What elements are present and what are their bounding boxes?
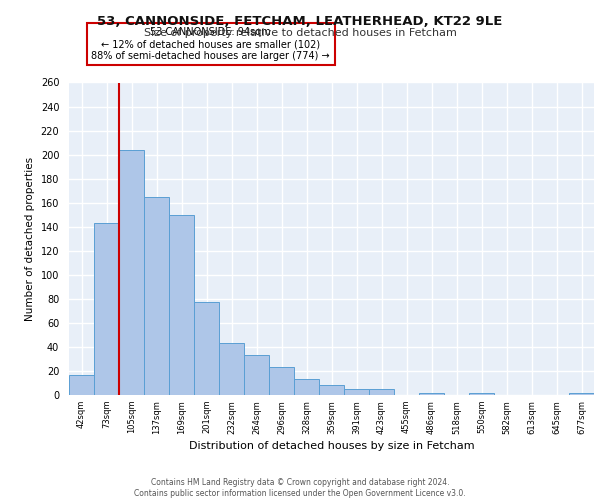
Bar: [219, 344, 244, 395]
Text: Size of property relative to detached houses in Fetcham: Size of property relative to detached ho…: [143, 28, 457, 38]
Bar: [69, 374, 94, 395]
Bar: [194, 302, 219, 395]
Bar: [469, 392, 494, 395]
Y-axis label: Number of detached properties: Number of detached properties: [25, 156, 35, 321]
Bar: [244, 356, 269, 395]
Bar: [94, 223, 119, 395]
Bar: [269, 368, 294, 395]
Bar: [119, 150, 144, 395]
Bar: [319, 386, 344, 395]
Bar: [419, 392, 444, 395]
Text: 53 CANNONSIDE: 94sqm
← 12% of detached houses are smaller (102)
88% of semi-deta: 53 CANNONSIDE: 94sqm ← 12% of detached h…: [91, 28, 330, 60]
Bar: [569, 392, 594, 395]
Bar: [344, 389, 369, 395]
X-axis label: Distribution of detached houses by size in Fetcham: Distribution of detached houses by size …: [188, 441, 475, 451]
Text: 53, CANNONSIDE, FETCHAM, LEATHERHEAD, KT22 9LE: 53, CANNONSIDE, FETCHAM, LEATHERHEAD, KT…: [97, 15, 503, 28]
Bar: [169, 214, 194, 395]
Text: Contains HM Land Registry data © Crown copyright and database right 2024.
Contai: Contains HM Land Registry data © Crown c…: [134, 478, 466, 498]
Bar: [294, 380, 319, 395]
Bar: [369, 389, 394, 395]
Bar: [144, 196, 169, 395]
